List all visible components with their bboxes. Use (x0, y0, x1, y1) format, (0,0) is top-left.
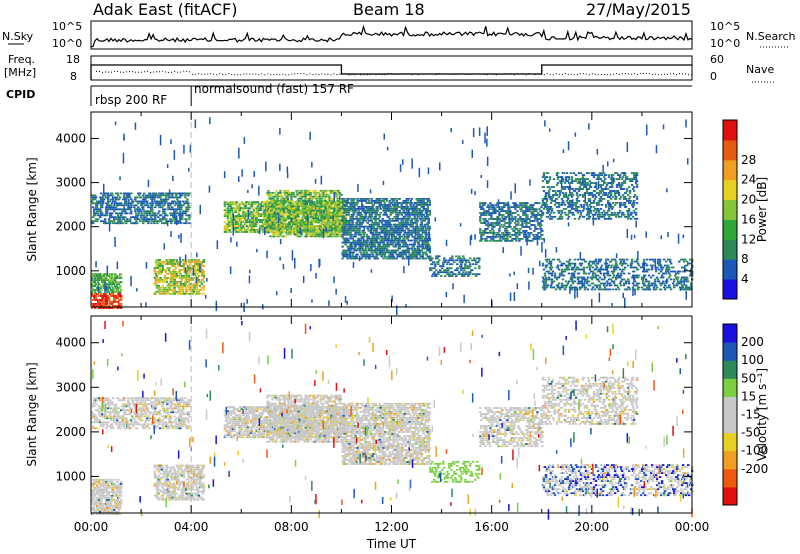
panel-2-colorbar-segment-4 (723, 414, 737, 434)
panel-2-colorbar-tick-6: -100 (741, 444, 768, 458)
beam-label: Beam 18 (353, 0, 425, 19)
panel-1-ytick-label-4000: 4000 (55, 131, 86, 145)
noise-sky-line (90, 24, 693, 48)
panel-2-colorbar-segment-0 (723, 486, 737, 506)
panel-2-colorbar-segment-1 (723, 468, 737, 488)
noise-left-tick-bottom: 10^0 (52, 37, 83, 50)
panel-2-colorbar-label: Velocity [m s⁻¹] (755, 368, 769, 461)
panel-2-colorbar-tick-2: 50 (741, 371, 756, 385)
station-title: Adak East (fitACF) (93, 0, 238, 19)
panel-1-colorbar-segment-4 (723, 199, 737, 220)
panel-1-colorbar-tick-4: 20 (741, 193, 756, 207)
freq-panel-frame (90, 55, 693, 81)
panel-1-colorbar-tick-1: 8 (741, 252, 749, 266)
panel-1-ytick-label-2000: 2000 (55, 220, 86, 234)
cpid-program-1: rbsp 200 RF (95, 93, 168, 107)
nave-dotted-line (96, 70, 692, 76)
panel-2-ylabel: Slant Range [km] (25, 362, 39, 466)
noise-right-tick-bottom: 10^0 (710, 37, 741, 50)
panel-1-colorbar-segment-0 (723, 279, 737, 300)
xtick-label-4: 16:00 (474, 520, 509, 534)
xtick-label-6: 00:00 (675, 520, 710, 534)
freq-left-tick-top: 18 (66, 53, 80, 66)
date-label: 27/May/2015 (586, 0, 691, 19)
panel-2-colorbar-segment-3 (723, 432, 737, 452)
panel-1-colorbar-label: Power [dB] (755, 177, 769, 242)
panel-2-colorbar-segment-6 (723, 378, 737, 397)
xtick-label-0: 00:00 (74, 520, 109, 534)
panel-2-ytick-label-2000: 2000 (55, 425, 86, 439)
panel-2-colorbar-tick-0: 200 (741, 335, 764, 349)
panel-1-colorbar-segment-3 (723, 219, 737, 240)
nave-label: Nave (746, 63, 775, 76)
noise-left-tick-top: 10^5 (52, 20, 83, 33)
panel-1-ylabel: Slant Range [km] (25, 157, 39, 261)
panel-2-colorbar-segment-8 (723, 342, 737, 361)
panel-1-colorbar-segment-1 (723, 259, 737, 280)
panel-2-cells (91, 320, 694, 520)
noise-panel-frame (90, 20, 693, 50)
freq-left-tick-bottom: 8 (70, 70, 77, 83)
panel-1-colorbar-tick-6: 28 (741, 153, 756, 167)
x-axis-label: Time UT (366, 537, 417, 551)
panel-1-cells (91, 117, 694, 316)
xtick-label-1: 04:00 (174, 520, 209, 534)
panel-2-colorbar-tick-7: -200 (741, 462, 768, 476)
panel-2-colorbar-tick-1: 100 (741, 353, 764, 367)
cpid-label: CPID (6, 88, 36, 101)
panel-2-ytick-label-3000: 3000 (55, 380, 86, 394)
panel-1-colorbar-segment-6 (723, 159, 737, 181)
panel-2-colorbar-frame (722, 323, 738, 506)
freq-right-tick-top: 60 (710, 53, 724, 66)
frequency-line (90, 64, 692, 80)
panel-2-ytick-label-4000: 4000 (55, 336, 86, 350)
freq-unit-label: [MHz] (4, 66, 37, 79)
panel-1-colorbar-tick-5: 24 (741, 173, 756, 187)
xtick-label-3: 12:00 (374, 520, 409, 534)
xtick-label-2: 08:00 (274, 520, 309, 534)
panel-2-colorbar-segment-9 (723, 324, 737, 343)
panel-2-colorbar-tick-4: -15 (741, 408, 761, 422)
panel-1-colorbar-frame (722, 119, 738, 300)
freq-label: Freq. (8, 53, 36, 66)
panel-1-ytick-label-1000: 1000 (55, 264, 86, 278)
panel-1-colorbar-tick-0: 4 (741, 272, 749, 286)
noise-right-tick-top: 10^5 (710, 20, 741, 33)
panel-1-colorbar-segment-5 (723, 179, 737, 201)
panel-2-colorbar-segment-7 (723, 360, 737, 379)
panel-1-colorbar-tick-2: 12 (741, 232, 756, 246)
panel-2-colorbar-tick-5: -50 (741, 426, 761, 440)
panel-2-colorbar-segment-5 (723, 396, 737, 415)
freq-right-tick-bottom: 0 (710, 70, 717, 83)
noise-search-label: N.Search (746, 30, 796, 43)
panel-1-colorbar-segment-7 (723, 139, 737, 161)
xtick-label-5: 20:00 (575, 520, 610, 534)
panel-1-colorbar-tick-3: 16 (741, 212, 756, 226)
panel-1-colorbar-segment-2 (723, 239, 737, 260)
panel-2-ytick-label-1000: 1000 (55, 469, 86, 483)
panel-2-colorbar-tick-3: 15 (741, 389, 756, 403)
panel-2-colorbar-segment-2 (723, 450, 737, 470)
panel-1-ytick-label-3000: 3000 (55, 176, 86, 190)
noise-sky-label: N.Sky (2, 30, 34, 43)
panel-1-colorbar-segment-8 (723, 120, 737, 141)
